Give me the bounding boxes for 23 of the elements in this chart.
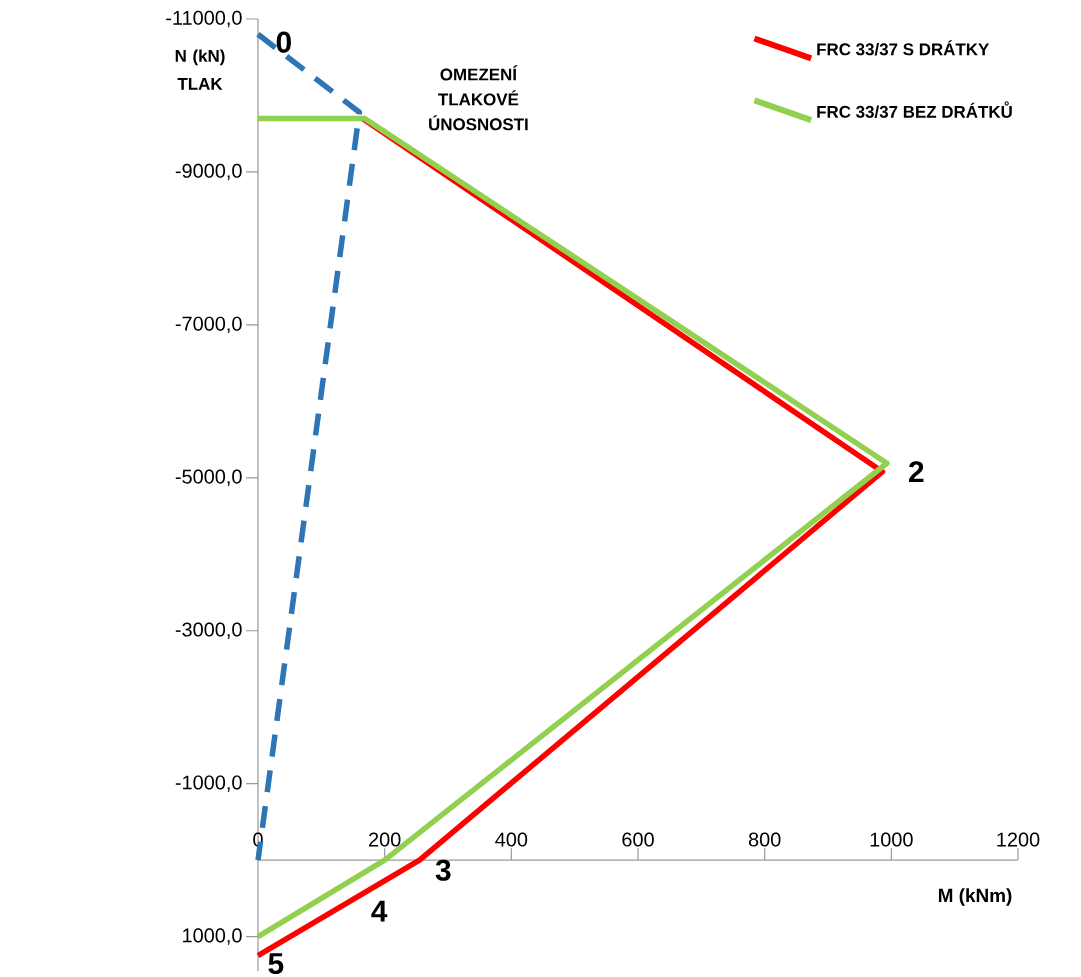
annotation: 5 [268,953,284,974]
x-tick-label: 400 [495,832,528,847]
x-tick-label: 1200 [997,832,1040,847]
y-tick-label: -9000,0 [175,163,242,180]
y-axis-title: N (kN) TLAK [175,49,225,90]
y-tick-label: -11000,0 [166,10,242,28]
annotation: OMEZENÍ TLAKOVÉ ÚNOSNOSTI [429,65,528,131]
x-axis-title: M (kNm) [938,887,1012,906]
x-tick-label: 200 [369,832,401,847]
legend-label: FRC 33/37 S DRÁTKY [817,39,990,56]
y-tick-label: -3000,0 [175,622,242,639]
x-tick-label: 600 [622,832,654,847]
y-tick-label: -7000,0 [175,316,242,333]
annotation: 3 [435,859,451,881]
y-tick-label: -5000,0 [175,469,242,486]
annotation: 0 [276,31,291,53]
annotation: 2 [909,461,924,482]
legend-label: FRC 33/37 BEZ DRÁTKŮ [817,101,1012,118]
x-tick-label: 800 [748,832,781,847]
y-tick-label: 1000,0 [183,928,242,945]
x-tick-label: 1000 [870,832,913,847]
y-tick-label: -1000,0 [175,775,242,792]
annotation: 4 [371,900,388,922]
